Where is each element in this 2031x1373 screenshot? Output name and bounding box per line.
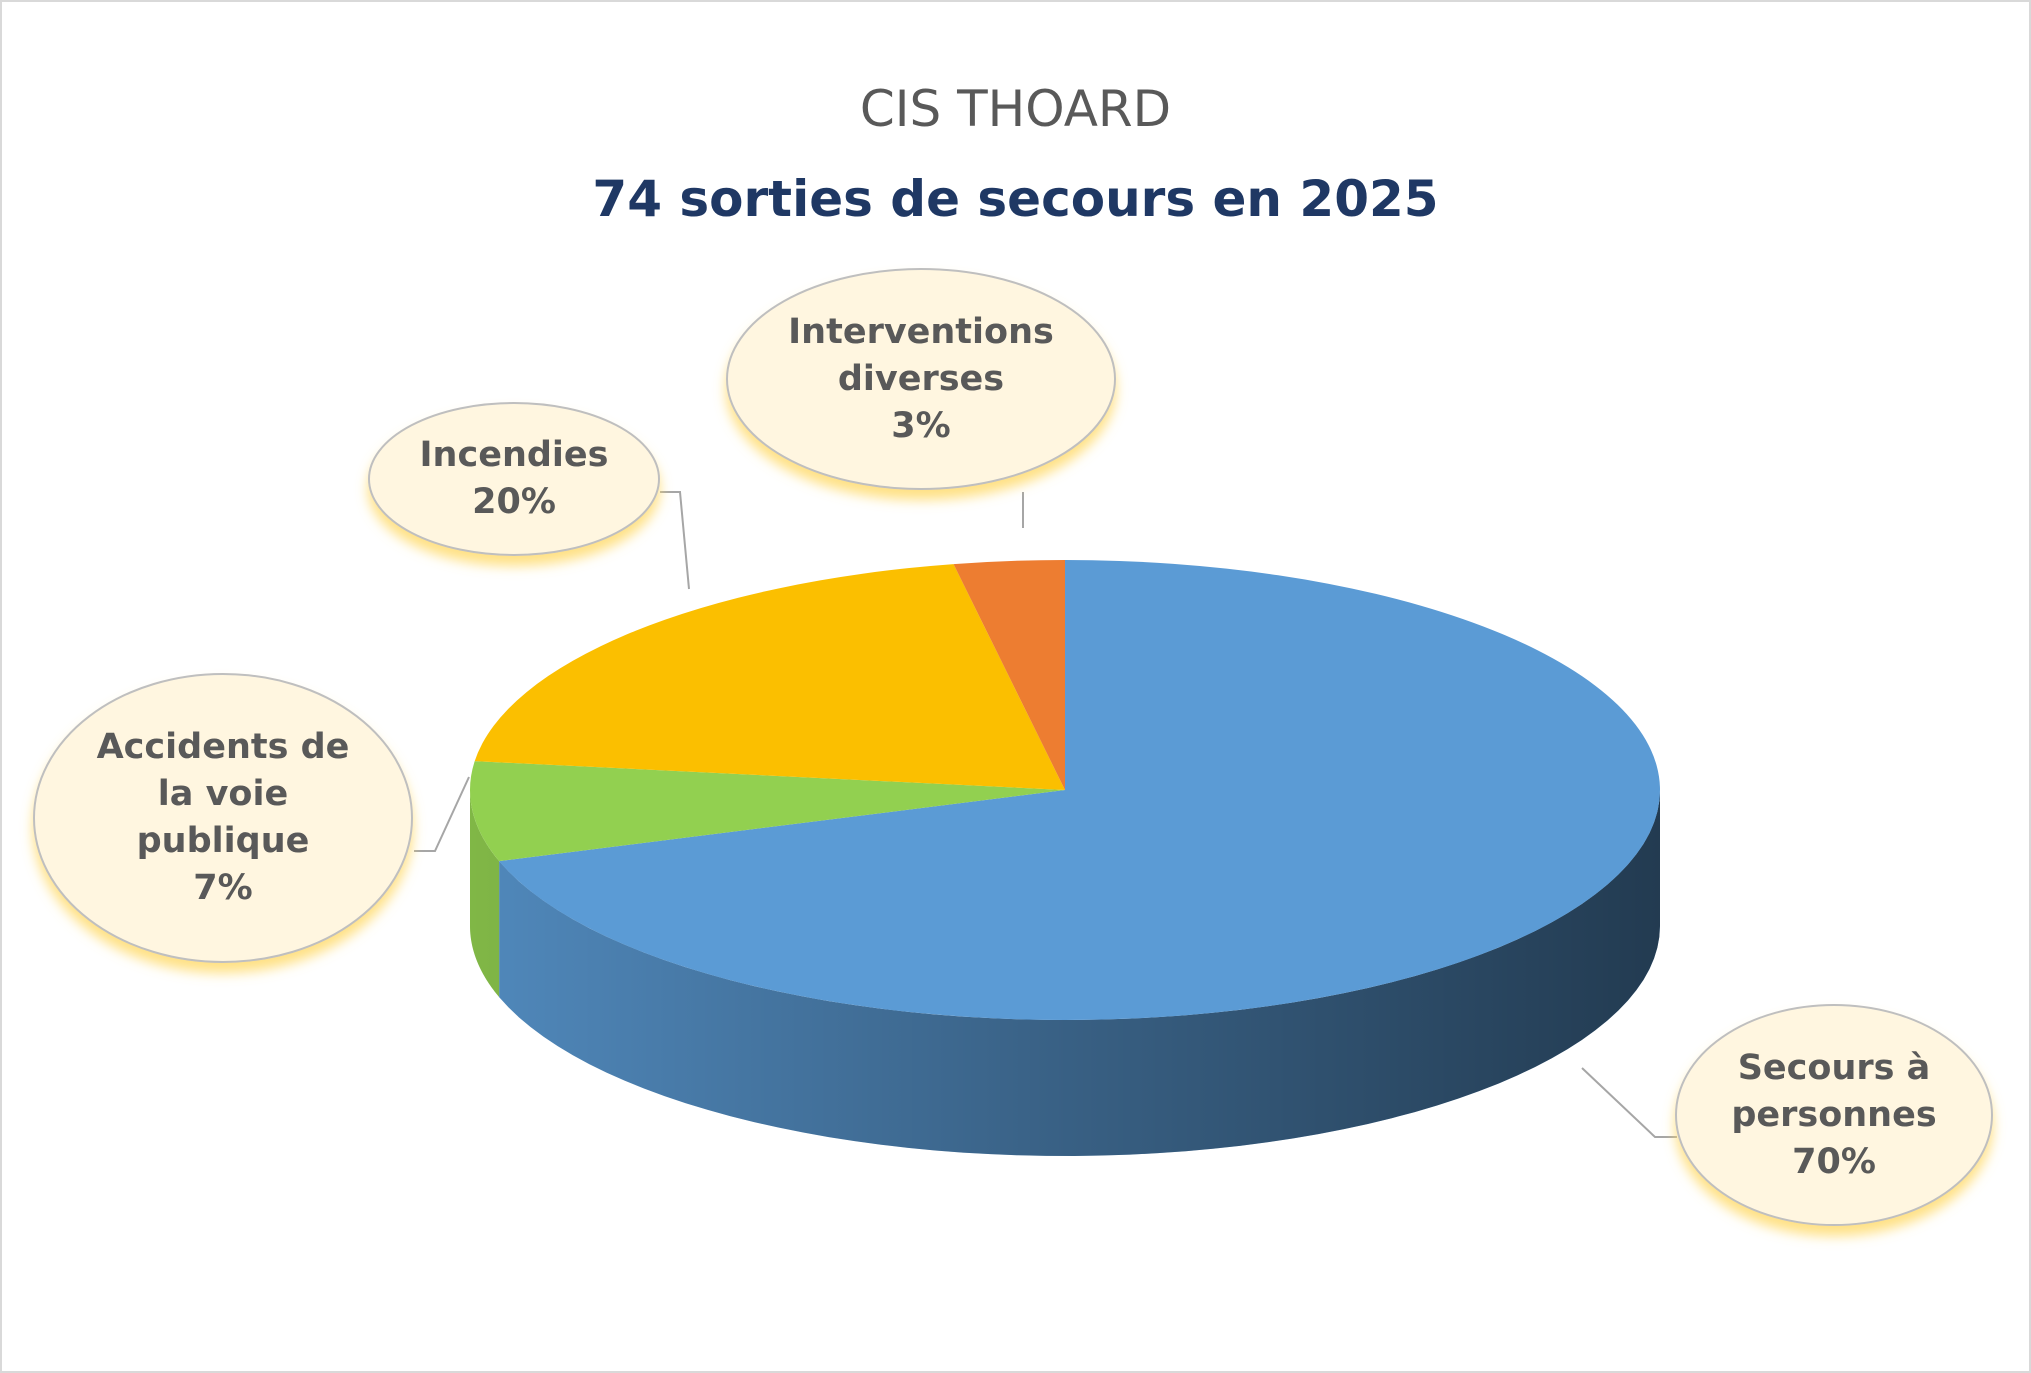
callout-bubble [1675, 1004, 1993, 1226]
leader-lines [414, 491, 1677, 1138]
callout-bubble [33, 673, 413, 963]
slice [953, 560, 1065, 790]
chart-subtitle: 74 sorties de secours en 2025 [592, 170, 1439, 228]
value-label: 3% [891, 405, 951, 446]
chart-title: CIS THOARD [859, 80, 1172, 138]
data-label: Secours à personnes 70% [1709, 1005, 1959, 1225]
data-label: Incendies 20% [384, 403, 644, 555]
pie [469, 560, 1661, 1156]
slice [469, 761, 1065, 862]
leader-line [660, 491, 690, 590]
value-label: 70% [1792, 1141, 1876, 1182]
value-label: 7% [193, 868, 253, 908]
leader-line [414, 776, 470, 852]
slice [474, 564, 1065, 790]
data-label: Accidents de la voie publique 7% [83, 674, 363, 962]
slice [499, 560, 1661, 1020]
slice-side-shade [470, 790, 500, 998]
data-label: Interventions diverses 3% [771, 269, 1071, 489]
category-label: Incendies [419, 435, 609, 475]
category-label: Secours à personnes [1731, 1047, 1937, 1135]
callout-bubble [726, 268, 1116, 490]
category-label: Interventions diverses [788, 311, 1054, 399]
callout-bubble [368, 402, 660, 556]
leader-line [1581, 1067, 1677, 1138]
slice-side-shade [499, 790, 1661, 1156]
callouts [33, 268, 1993, 1226]
category-label: Accidents de la voie publique [96, 727, 350, 861]
value-label: 20% [472, 482, 556, 522]
